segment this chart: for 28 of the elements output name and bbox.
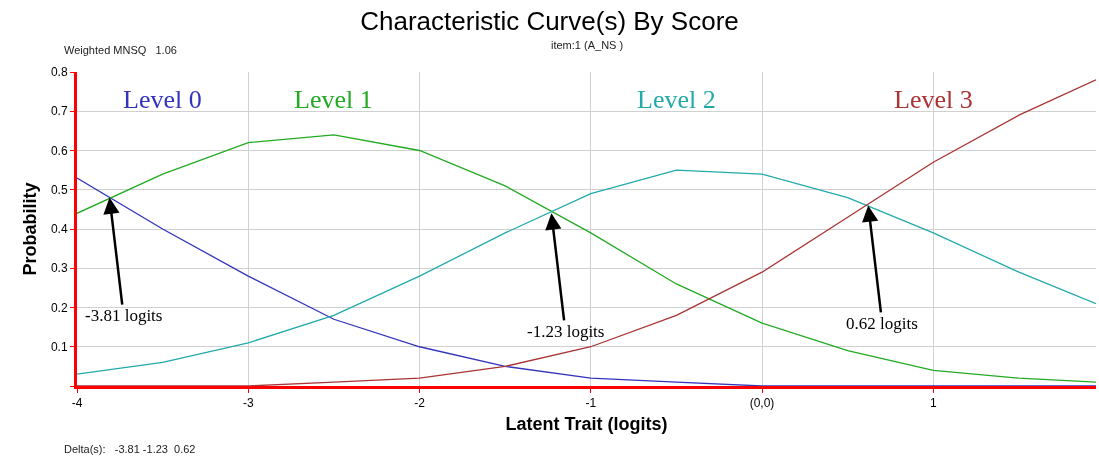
annotation: -3.81 logits (85, 306, 163, 325)
annotation: 0.62 logits (846, 314, 918, 333)
y-axis-title: Probability (20, 182, 41, 276)
y-tick-label: 0.7 (50, 104, 68, 119)
y-tick-label: 0.5 (50, 182, 68, 197)
text: Level 0 (123, 85, 202, 114)
y-tick-label: 0.3 (50, 261, 68, 276)
chart-title: Characteristic Curve(s) By Score (360, 5, 739, 36)
x-tick-label: (0,0) (749, 396, 775, 411)
x-tick-label: -4 (71, 396, 83, 411)
y-tick-label: 0.6 (50, 143, 68, 158)
chart-subtitle: item:1 (A_NS ) (551, 39, 624, 51)
x-axis-title: Latent Trait (logits) (505, 413, 668, 434)
text: Weighted MNSQ 1.06 (64, 44, 177, 56)
x-tick-label: -1 (585, 396, 597, 411)
y-tick-label: 0.1 (50, 339, 68, 354)
x-tick-label: -2 (414, 396, 426, 411)
x-tick-label: -3 (242, 396, 254, 411)
text: Level 2 (637, 85, 716, 114)
y-tick-label: 0.8 (50, 65, 68, 80)
series-label: Level 1 (294, 85, 373, 114)
x-tick-label: 1 (929, 396, 937, 411)
series-label: Level 3 (894, 85, 973, 114)
text: Delta(s): -3.81 -1.23 0.62 (64, 443, 196, 455)
annotation: -1.23 logits (527, 322, 605, 341)
y-tick-label: 0.2 (50, 300, 68, 315)
y-tick-label: 0.4 (50, 222, 68, 237)
line-series (77, 134, 1096, 383)
